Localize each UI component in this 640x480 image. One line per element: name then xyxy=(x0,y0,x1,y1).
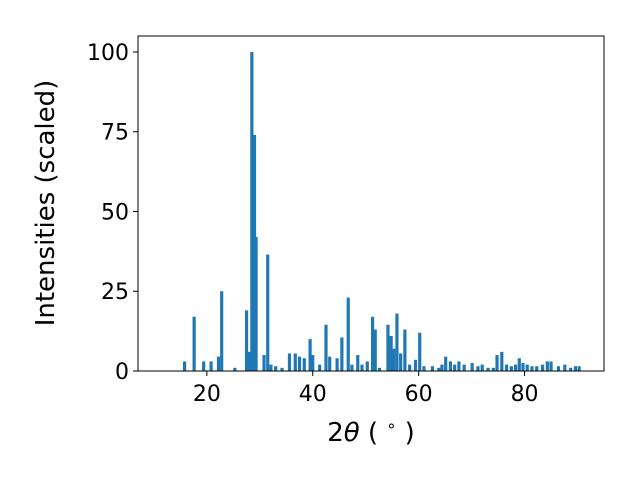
bar xyxy=(556,366,561,371)
bar xyxy=(486,367,490,371)
bar xyxy=(476,366,480,371)
bar xyxy=(254,237,258,371)
x-label-unit: ∘ xyxy=(386,416,396,435)
bar xyxy=(504,364,509,371)
plot-frame xyxy=(137,35,605,372)
bar xyxy=(495,355,499,371)
bar xyxy=(365,361,369,371)
y-tick-label: 100 xyxy=(87,41,129,66)
bar xyxy=(392,348,396,371)
x-label-open: ( xyxy=(360,418,387,448)
bar xyxy=(563,364,567,371)
y-axis-ticks: 0 25 50 75 100 xyxy=(87,41,138,385)
bar xyxy=(386,324,390,371)
x-axis-ticks: 20 40 60 80 xyxy=(193,371,539,407)
bar xyxy=(530,366,534,371)
bar xyxy=(500,351,504,371)
bar xyxy=(480,364,484,371)
bar xyxy=(573,366,577,371)
bar xyxy=(521,363,525,371)
x-axis-label: 2θ ( ∘ ) xyxy=(327,416,415,448)
bar xyxy=(540,364,545,371)
bar xyxy=(183,361,187,371)
bar xyxy=(513,364,518,371)
bar xyxy=(462,364,466,371)
y-tick-label: 0 xyxy=(115,360,129,385)
x-label-symbol: θ xyxy=(344,418,360,448)
bar xyxy=(297,356,302,371)
bar xyxy=(545,361,549,371)
bar xyxy=(287,353,292,371)
x-tick-label: 40 xyxy=(299,382,327,407)
x-tick-label: 20 xyxy=(193,382,221,407)
bar xyxy=(444,356,448,371)
bar xyxy=(448,361,453,371)
bar xyxy=(440,364,444,371)
y-tick-label: 75 xyxy=(101,121,129,146)
bar xyxy=(430,366,435,371)
bar xyxy=(569,367,573,371)
bar xyxy=(491,367,495,371)
bar xyxy=(377,367,382,371)
bar xyxy=(457,361,461,371)
bar xyxy=(371,316,375,371)
bar xyxy=(216,356,221,371)
bar xyxy=(247,351,251,371)
bar xyxy=(346,297,350,371)
bar xyxy=(360,364,364,371)
bar xyxy=(266,254,270,371)
bar xyxy=(350,364,354,371)
bar-series xyxy=(183,51,581,371)
bar xyxy=(209,361,213,371)
bar xyxy=(250,51,254,371)
bar xyxy=(535,366,539,371)
bar xyxy=(274,366,278,371)
bar xyxy=(356,355,360,371)
bar xyxy=(509,366,513,371)
bar xyxy=(517,358,521,371)
bar xyxy=(340,337,344,371)
x-tick-label: 80 xyxy=(511,382,539,407)
bar xyxy=(311,355,315,371)
bar xyxy=(293,353,297,371)
bar xyxy=(244,310,249,371)
bar xyxy=(220,291,224,371)
bar xyxy=(233,367,237,371)
y-tick-label: 50 xyxy=(101,200,129,225)
bar xyxy=(280,367,284,371)
bar xyxy=(577,366,581,371)
x-label-close: ) xyxy=(396,418,414,448)
bar xyxy=(399,353,403,371)
x-tick-label: 60 xyxy=(405,382,433,407)
bar xyxy=(324,324,328,371)
bar xyxy=(453,364,457,371)
bar xyxy=(302,358,306,371)
bar xyxy=(335,358,339,371)
bar xyxy=(269,364,273,371)
bar xyxy=(192,316,196,371)
x-label-prefix: 2 xyxy=(327,418,344,448)
bar xyxy=(318,364,322,371)
y-axis-label: Intensities (scaled) xyxy=(31,80,61,327)
bar xyxy=(308,339,312,371)
bar xyxy=(408,364,412,371)
bar xyxy=(418,332,422,371)
bar xyxy=(413,359,418,371)
bar xyxy=(437,367,441,371)
bar xyxy=(422,366,426,371)
y-tick-label: 25 xyxy=(101,280,129,305)
bar xyxy=(549,361,553,371)
bar xyxy=(389,335,393,371)
bar xyxy=(373,329,377,371)
bar xyxy=(262,355,266,371)
bar xyxy=(470,363,474,371)
bar xyxy=(202,361,206,371)
bar xyxy=(395,313,399,371)
bar xyxy=(525,364,529,371)
bar xyxy=(403,329,407,371)
bar xyxy=(328,356,332,371)
